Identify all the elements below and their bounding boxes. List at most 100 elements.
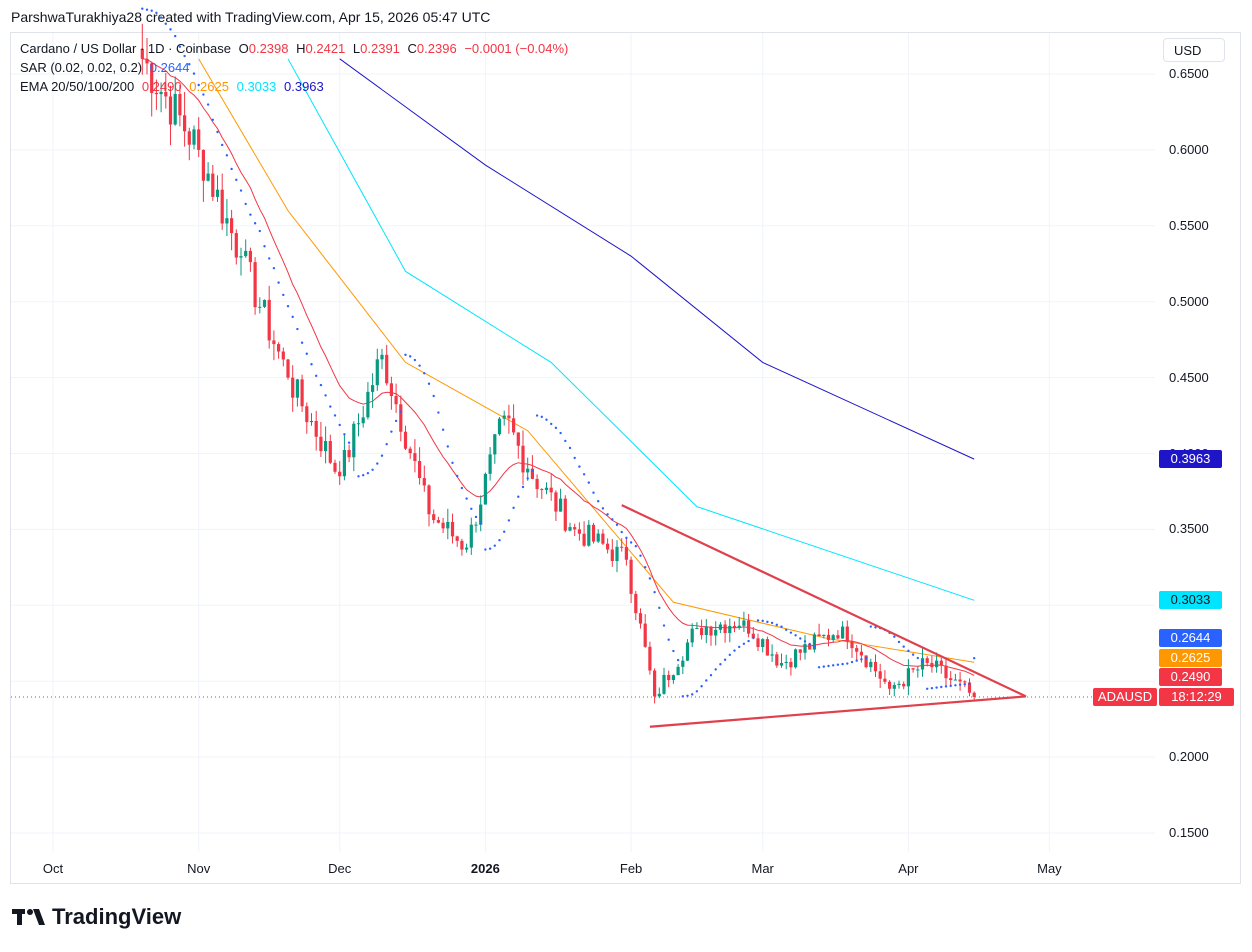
sar-dot: [648, 577, 652, 580]
candle-body: [563, 498, 567, 531]
candle-body: [258, 306, 262, 308]
candle: [794, 648, 798, 669]
legend-change: −0.0001 (−0.04%): [464, 41, 569, 56]
sar-dot: [587, 481, 590, 484]
sar-dot: [620, 530, 623, 534]
candle-body: [277, 344, 281, 352]
tradingview-logo[interactable]: TradingView: [12, 904, 181, 930]
legend-symbol[interactable]: Cardano / US Dollar · 1D · Coinbase: [20, 41, 231, 56]
candle-body: [723, 624, 727, 634]
currency-selector[interactable]: USD: [1163, 38, 1225, 62]
y-tick-label: 0.2000: [1169, 749, 1209, 765]
candle: [140, 23, 144, 75]
candle: [535, 474, 539, 498]
sar-dot: [855, 659, 858, 662]
candle: [277, 342, 281, 359]
candle-body: [479, 504, 483, 525]
candle-body: [342, 450, 346, 477]
candle-body: [577, 529, 581, 534]
sar-dot: [897, 640, 901, 644]
candle: [371, 373, 375, 408]
candle-body: [676, 666, 680, 676]
candle: [573, 523, 577, 536]
candle: [845, 620, 849, 650]
candle: [389, 376, 393, 410]
candle-body: [916, 669, 920, 671]
sar-dot: [272, 266, 276, 270]
candle-body: [925, 658, 929, 663]
candle: [737, 617, 741, 630]
legend-sar-row[interactable]: SAR (0.02, 0.02, 0.2) 0.2644: [20, 60, 194, 75]
candle-body: [803, 644, 807, 653]
sar-dot: [202, 93, 205, 96]
candle-body: [385, 354, 389, 384]
candle: [215, 175, 220, 202]
candle: [483, 472, 487, 505]
x-tick-label: May: [1037, 861, 1062, 876]
candle: [385, 344, 389, 386]
sar-dot: [286, 305, 290, 308]
ema20-line: [142, 58, 975, 676]
sar-dot: [766, 620, 769, 624]
sar-dot: [634, 544, 637, 548]
sar-dot: [376, 462, 379, 465]
sar-dot: [935, 686, 938, 689]
candle: [953, 673, 957, 681]
sar-dot: [958, 683, 962, 686]
candle-body: [394, 396, 398, 405]
candle-body: [714, 629, 718, 636]
candle-body: [455, 536, 459, 541]
candle-body: [902, 683, 906, 687]
candle-body: [413, 453, 417, 462]
candle: [479, 495, 483, 532]
sar-dot: [817, 666, 821, 669]
sar-dot: [178, 45, 182, 48]
sar-dot: [629, 541, 633, 544]
candle: [361, 406, 365, 428]
candle-body: [601, 533, 605, 544]
sar-dot: [446, 445, 449, 448]
sar-dot: [338, 423, 341, 427]
candle: [512, 404, 516, 436]
candle-body: [253, 262, 257, 308]
candle-body: [164, 91, 168, 97]
candle-body: [559, 498, 563, 512]
candle: [681, 656, 685, 674]
candle-body: [775, 654, 779, 666]
candle-body: [967, 682, 972, 693]
candle: [596, 529, 600, 544]
candle: [770, 644, 774, 662]
sar-dot: [639, 554, 642, 557]
sar-dot: [756, 619, 760, 622]
candle-body: [897, 683, 901, 686]
candle-body: [765, 639, 769, 656]
candle: [465, 543, 469, 553]
y-tick-label: 0.1500: [1169, 825, 1209, 840]
candle-body: [751, 633, 755, 639]
sar-dot: [564, 439, 567, 443]
candle: [967, 678, 972, 697]
candle: [591, 522, 596, 544]
candle: [549, 474, 553, 501]
candle-body: [761, 639, 765, 648]
candle-body: [338, 471, 342, 477]
sar-dot: [869, 625, 872, 628]
candle: [563, 495, 567, 533]
candle-body: [502, 415, 506, 419]
candle: [554, 490, 558, 521]
candle: [164, 72, 168, 109]
candle-body: [450, 521, 455, 537]
candle-body: [794, 649, 798, 668]
candle: [309, 413, 314, 426]
candle-body: [225, 218, 229, 224]
candle: [154, 79, 158, 110]
candle: [869, 658, 873, 673]
legend-ema-row[interactable]: EMA 20/50/100/200 0.2490 0.2625 0.3033 0…: [20, 79, 328, 94]
sar-dot: [709, 674, 713, 677]
candle-body: [168, 96, 173, 125]
candle: [883, 670, 887, 684]
candle: [319, 421, 323, 457]
candle: [728, 618, 732, 643]
candle: [314, 410, 318, 451]
